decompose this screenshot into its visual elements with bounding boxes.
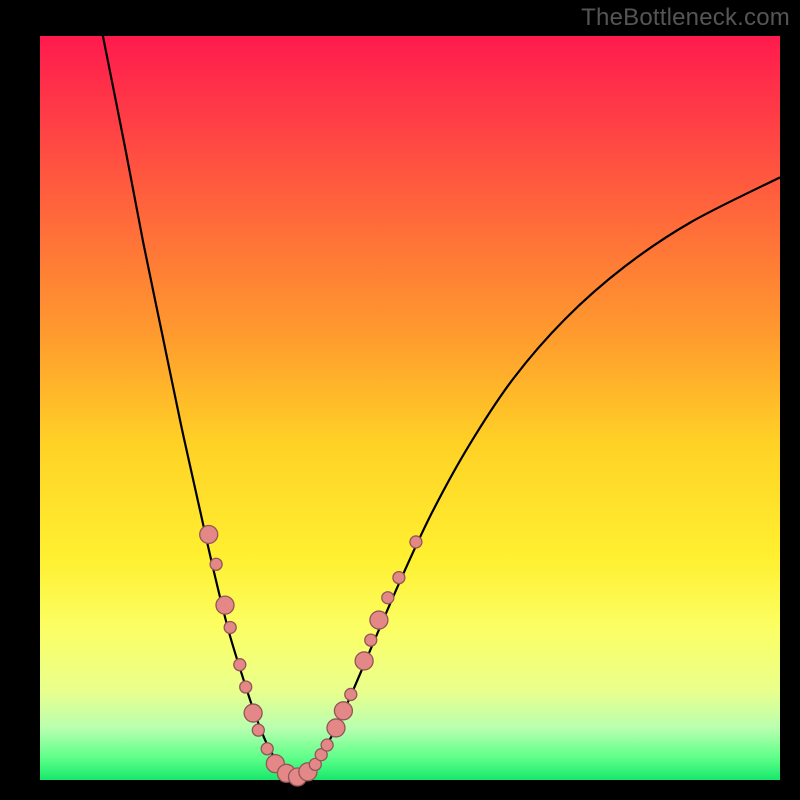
data-marker — [240, 681, 252, 693]
data-marker — [382, 592, 394, 604]
data-marker — [355, 652, 373, 670]
data-marker — [252, 724, 264, 736]
chart-frame: TheBottleneck.com — [0, 0, 800, 800]
chart-background — [40, 36, 780, 780]
data-marker — [261, 743, 273, 755]
data-marker — [200, 525, 218, 543]
data-marker — [393, 572, 405, 584]
data-marker — [244, 704, 262, 722]
bottleneck-curve-chart — [0, 0, 800, 800]
watermark-text: TheBottleneck.com — [581, 4, 790, 32]
data-marker — [210, 558, 222, 570]
data-marker — [334, 702, 352, 720]
data-marker — [321, 739, 333, 751]
data-marker — [224, 621, 236, 633]
data-marker — [234, 659, 246, 671]
data-marker — [410, 536, 422, 548]
data-marker — [345, 688, 357, 700]
data-marker — [370, 611, 388, 629]
data-marker — [327, 719, 345, 737]
data-marker — [365, 634, 377, 646]
data-marker — [216, 596, 234, 614]
